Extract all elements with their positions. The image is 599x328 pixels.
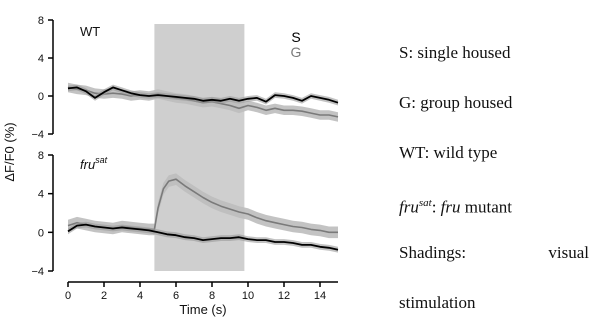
panel-label: frusat xyxy=(80,155,108,172)
x-tick-label: 0 xyxy=(65,290,71,302)
x-tick-label: 12 xyxy=(278,290,290,302)
x-tick-label: 10 xyxy=(242,290,254,302)
legend-g: G: group housed xyxy=(399,93,513,112)
legend-fru: frusat: fru mutant xyxy=(399,178,589,228)
y-tick-label: 8 xyxy=(38,150,44,162)
legend-text: S: single housed G: group housed WT: wil… xyxy=(399,28,589,328)
panel-label-sup: sat xyxy=(95,155,108,165)
legend-shadings-label: Shadings: xyxy=(399,243,467,262)
series-line-s xyxy=(67,223,339,251)
x-axis: 0 2 4 6 8 10 12 14 xyxy=(65,281,338,302)
legend-wt: WT: wild type xyxy=(399,143,498,162)
x-tick-label: 2 xyxy=(101,290,107,302)
panel-fru: 8 4 0 −4 frusat xyxy=(31,150,339,278)
x-tick-label: 4 xyxy=(137,290,143,302)
legend-fru-post: mutant xyxy=(460,197,512,217)
legend-fru-italic: fru xyxy=(440,197,461,217)
series-line-s xyxy=(67,86,339,104)
series-label-s: S xyxy=(291,29,300,45)
panel-wt: 8 4 0 −4 WT SG xyxy=(31,15,339,141)
y-tick-label: −4 xyxy=(31,129,44,141)
legend-shadings-word: visual xyxy=(548,243,589,262)
x-axis-label: Time (s) xyxy=(179,302,226,317)
y-tick-label: 4 xyxy=(38,53,44,65)
x-tick-label: 6 xyxy=(173,290,179,302)
x-tick-label: 8 xyxy=(209,290,215,302)
figure: 8 4 0 −4 WT SG 8 4 0 −4 frusat 0 2 4 6 8 10 12 14 ΔF/F0 (%… xyxy=(2,15,339,317)
stimulation-shading xyxy=(154,24,245,271)
legend-stimulation: stimulation xyxy=(399,293,476,312)
y-axis-label: ΔF/F0 (%) xyxy=(2,122,17,181)
legend-fru-pre: : xyxy=(431,197,441,217)
y-tick-label: 0 xyxy=(38,91,44,103)
y-tick-label: 4 xyxy=(38,189,44,201)
legend-s: S: single housed xyxy=(399,43,511,62)
series-label-g: G xyxy=(291,44,302,60)
legend-shadings: Shadings: visual xyxy=(399,228,589,278)
legend-fru-sup: sat xyxy=(418,197,432,209)
y-tick-label: 0 xyxy=(38,227,44,239)
y-tick-label: 8 xyxy=(38,15,44,27)
series-band-s xyxy=(68,84,338,106)
y-tick-label: −4 xyxy=(31,266,44,278)
legend-fru-term: fru xyxy=(399,197,419,217)
x-tick-label: 14 xyxy=(314,290,326,302)
panel-label: WT xyxy=(80,24,100,39)
